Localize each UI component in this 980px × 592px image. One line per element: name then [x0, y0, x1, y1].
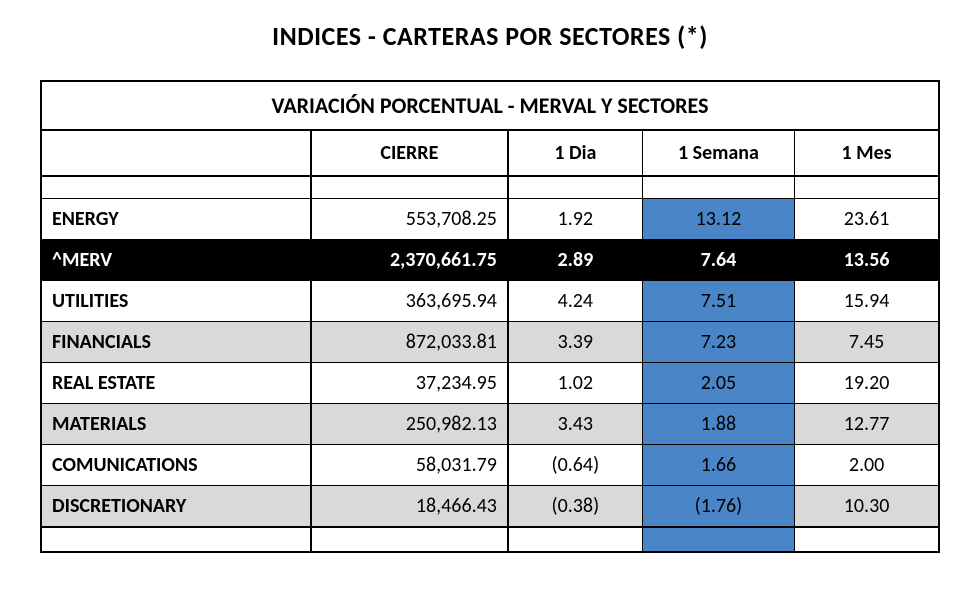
semana-cell: (1.76): [642, 485, 794, 527]
cierre-cell: 872,033.81: [311, 321, 508, 362]
table-title: VARIACIÓN PORCENTUAL - MERVAL Y SECTORES: [42, 82, 938, 130]
col-header-mes: 1 Mes: [795, 130, 938, 176]
sector-name-cell: REAL ESTATE: [42, 362, 311, 403]
tail-row: [42, 527, 938, 551]
cierre-cell: 363,695.94: [311, 280, 508, 321]
cierre-cell: 58,031.79: [311, 444, 508, 485]
mes-cell: 13.56: [795, 239, 938, 280]
dia-cell: (0.38): [508, 485, 642, 527]
mes-cell: 12.77: [795, 403, 938, 444]
tail-cell: [42, 527, 311, 551]
mes-cell: 10.30: [795, 485, 938, 527]
tail-cell: [311, 527, 508, 551]
tail-cell: [508, 527, 642, 551]
semana-cell: 2.05: [642, 362, 794, 403]
cierre-cell: 2,370,661.75: [311, 239, 508, 280]
table-row: FINANCIALS872,033.813.397.237.45: [42, 321, 938, 362]
dia-cell: (0.64): [508, 444, 642, 485]
table-header-row: CIERRE 1 Dia 1 Semana 1 Mes: [42, 130, 938, 176]
table-row: REAL ESTATE37,234.951.022.0519.20: [42, 362, 938, 403]
mes-cell: 23.61: [795, 198, 938, 239]
cierre-cell: 250,982.13: [311, 403, 508, 444]
table-title-row: VARIACIÓN PORCENTUAL - MERVAL Y SECTORES: [42, 82, 938, 130]
sector-name-cell: ^MERV: [42, 239, 311, 280]
dia-cell: 1.02: [508, 362, 642, 403]
spacer-row: [42, 176, 938, 198]
sector-name-cell: MATERIALS: [42, 403, 311, 444]
cierre-cell: 553,708.25: [311, 198, 508, 239]
sector-table-container: VARIACIÓN PORCENTUAL - MERVAL Y SECTORES…: [40, 80, 940, 553]
tail-cell: [642, 527, 794, 551]
table-row: ENERGY553,708.251.9213.1223.61: [42, 198, 938, 239]
col-header-name: [42, 130, 311, 176]
table-row: UTILITIES363,695.944.247.5115.94: [42, 280, 938, 321]
cierre-cell: 18,466.43: [311, 485, 508, 527]
dia-cell: 3.39: [508, 321, 642, 362]
sector-name-cell: DISCRETIONARY: [42, 485, 311, 527]
cierre-cell: 37,234.95: [311, 362, 508, 403]
mes-cell: 15.94: [795, 280, 938, 321]
semana-cell: 13.12: [642, 198, 794, 239]
page-title: INDICES - CARTERAS POR SECTORES (*): [40, 20, 940, 52]
col-header-dia: 1 Dia: [508, 130, 642, 176]
sector-name-cell: FINANCIALS: [42, 321, 311, 362]
dia-cell: 4.24: [508, 280, 642, 321]
col-header-cierre: CIERRE: [311, 130, 508, 176]
col-header-semana: 1 Semana: [642, 130, 794, 176]
mes-cell: 19.20: [795, 362, 938, 403]
dia-cell: 3.43: [508, 403, 642, 444]
mes-cell: 2.00: [795, 444, 938, 485]
table-row: DISCRETIONARY18,466.43(0.38)(1.76)10.30: [42, 485, 938, 527]
sector-name-cell: COMUNICATIONS: [42, 444, 311, 485]
semana-cell: 7.64: [642, 239, 794, 280]
semana-cell: 1.88: [642, 403, 794, 444]
tail-cell: [795, 527, 938, 551]
semana-cell: 7.51: [642, 280, 794, 321]
table-row: ^MERV2,370,661.752.897.6413.56: [42, 239, 938, 280]
dia-cell: 2.89: [508, 239, 642, 280]
dia-cell: 1.92: [508, 198, 642, 239]
sector-name-cell: UTILITIES: [42, 280, 311, 321]
table-row: COMUNICATIONS58,031.79(0.64)1.662.00: [42, 444, 938, 485]
mes-cell: 7.45: [795, 321, 938, 362]
semana-cell: 1.66: [642, 444, 794, 485]
semana-cell: 7.23: [642, 321, 794, 362]
table-row: MATERIALS250,982.133.431.8812.77: [42, 403, 938, 444]
sector-table: VARIACIÓN PORCENTUAL - MERVAL Y SECTORES…: [42, 82, 938, 551]
sector-name-cell: ENERGY: [42, 198, 311, 239]
